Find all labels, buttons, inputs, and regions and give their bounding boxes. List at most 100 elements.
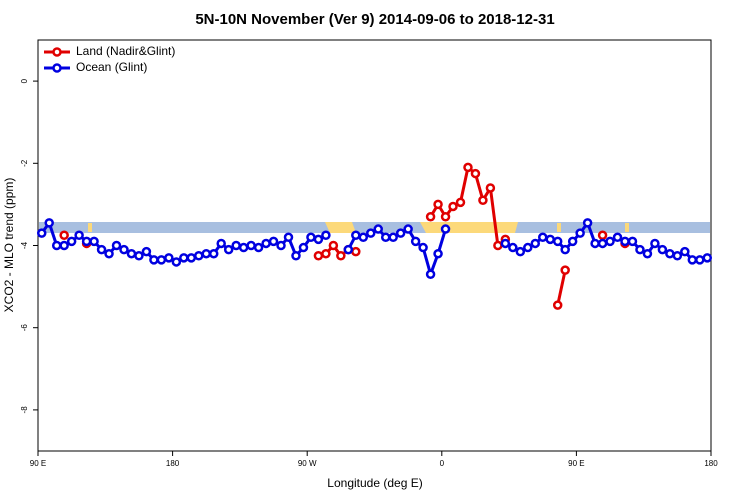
data-point: [448, 201, 458, 212]
data-point: [51, 240, 62, 251]
data-point: [321, 230, 331, 240]
data-point: [440, 211, 451, 222]
data-point: [605, 236, 615, 247]
data-point: [418, 242, 428, 253]
data-point: [246, 240, 256, 251]
data-point: [216, 238, 226, 249]
data-point: [567, 236, 578, 247]
data-point: [261, 238, 271, 249]
data-point: [313, 234, 324, 245]
y-axis-label: XCO2 - MLO trend (ppm): [2, 178, 16, 313]
data-point: [552, 300, 563, 310]
data-point: [560, 244, 570, 255]
y-tick-label: 0: [20, 78, 29, 83]
land-band: [625, 223, 629, 232]
data-point: [478, 195, 488, 206]
data-point: [687, 255, 698, 265]
data-point: [597, 230, 608, 240]
x-axis-label: Longitude (deg E): [327, 476, 422, 490]
land-band: [325, 222, 356, 233]
data-point: [440, 224, 451, 234]
data-point: [642, 248, 653, 259]
data-point: [134, 251, 144, 261]
x-tick-label: 90 E: [30, 459, 46, 468]
data-point: [104, 248, 114, 259]
data-point: [328, 240, 339, 251]
data-point: [268, 236, 279, 247]
data-point: [298, 242, 309, 253]
y-tick-label: -2: [20, 159, 29, 167]
data-point: [351, 246, 361, 257]
legend-marker: [52, 63, 62, 73]
data-point: [119, 244, 129, 255]
data-point: [650, 238, 660, 249]
data-point: [343, 244, 354, 255]
data-point: [366, 228, 376, 238]
data-point: [635, 244, 645, 255]
data-point: [141, 246, 152, 257]
data-point: [575, 228, 585, 238]
data-point: [657, 244, 668, 255]
chart-title: 5N-10N November (Ver 9) 2014-09-06 to 20…: [195, 11, 554, 28]
data-point: [111, 240, 122, 251]
data-point: [291, 251, 301, 261]
data-point: [433, 199, 443, 210]
x-tick-label: 180: [704, 459, 718, 468]
data-point: [171, 257, 182, 267]
data-point: [96, 244, 107, 255]
data-point: [702, 253, 713, 263]
data-point: [680, 246, 690, 257]
data-point: [672, 251, 683, 261]
data-point: [523, 242, 533, 253]
data-point: [321, 248, 331, 259]
y-tick-label: -4: [20, 241, 29, 249]
data-point: [388, 232, 398, 243]
data-point: [470, 168, 481, 179]
data-point: [395, 228, 406, 238]
legend-label: Ocean (Glint): [76, 60, 147, 74]
data-point: [425, 211, 436, 222]
data-point: [538, 232, 548, 243]
data-point: [253, 242, 264, 253]
data-point: [455, 197, 466, 208]
data-point: [194, 251, 204, 261]
data-point: [612, 232, 623, 243]
data-point: [201, 248, 211, 259]
data-point: [515, 246, 526, 257]
data-point: [358, 232, 369, 243]
x-tick-label: 90 E: [568, 459, 584, 468]
data-point: [463, 162, 473, 173]
data-point: [530, 238, 541, 249]
data-point: [627, 236, 638, 247]
data-point: [620, 236, 630, 247]
data-point: [36, 228, 47, 238]
x-tick-label: 0: [440, 459, 445, 468]
data-point: [560, 265, 570, 275]
data-point: [66, 236, 77, 247]
data-point: [336, 251, 346, 261]
data-point: [238, 242, 249, 253]
series-line: [556, 269, 567, 306]
legend-label: Land (Nadir&Glint): [76, 44, 175, 58]
data-point: [493, 240, 503, 251]
y-tick-label: -6: [20, 324, 29, 332]
x-tick-label: 90 W: [298, 459, 317, 468]
data-point: [508, 242, 518, 253]
data-point: [500, 238, 511, 249]
data-point: [156, 255, 167, 265]
data-point: [283, 232, 294, 243]
data-point: [74, 230, 84, 240]
data-point: [597, 238, 608, 249]
data-point: [89, 236, 99, 247]
data-point: [433, 248, 443, 259]
land-band: [557, 223, 561, 232]
data-point: [590, 238, 600, 249]
data-point: [59, 230, 69, 240]
data-point: [485, 183, 496, 193]
land-band: [88, 223, 92, 232]
data-point: [313, 251, 324, 261]
data-point: [425, 269, 436, 280]
x-tick-label: 180: [166, 459, 180, 468]
data-point: [59, 240, 69, 251]
